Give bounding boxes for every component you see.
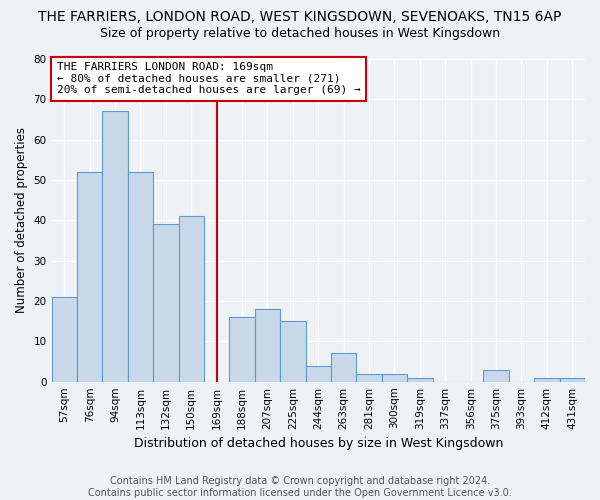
Text: THE FARRIERS LONDON ROAD: 169sqm
← 80% of detached houses are smaller (271)
20% : THE FARRIERS LONDON ROAD: 169sqm ← 80% o… xyxy=(57,62,361,96)
Bar xyxy=(356,374,382,382)
Bar xyxy=(255,309,280,382)
Text: THE FARRIERS, LONDON ROAD, WEST KINGSDOWN, SEVENOAKS, TN15 6AP: THE FARRIERS, LONDON ROAD, WEST KINGSDOW… xyxy=(38,10,562,24)
Bar xyxy=(534,378,560,382)
Bar xyxy=(153,224,179,382)
Bar xyxy=(331,354,356,382)
Bar xyxy=(382,374,407,382)
Bar xyxy=(52,297,77,382)
Bar xyxy=(77,172,103,382)
Text: Size of property relative to detached houses in West Kingsdown: Size of property relative to detached ho… xyxy=(100,28,500,40)
Bar xyxy=(103,112,128,382)
Bar xyxy=(484,370,509,382)
Bar xyxy=(305,366,331,382)
X-axis label: Distribution of detached houses by size in West Kingsdown: Distribution of detached houses by size … xyxy=(134,437,503,450)
Bar xyxy=(560,378,585,382)
Bar xyxy=(128,172,153,382)
Bar xyxy=(280,321,305,382)
Bar xyxy=(179,216,204,382)
Y-axis label: Number of detached properties: Number of detached properties xyxy=(15,128,28,314)
Text: Contains HM Land Registry data © Crown copyright and database right 2024.
Contai: Contains HM Land Registry data © Crown c… xyxy=(88,476,512,498)
Bar xyxy=(229,317,255,382)
Bar xyxy=(407,378,433,382)
